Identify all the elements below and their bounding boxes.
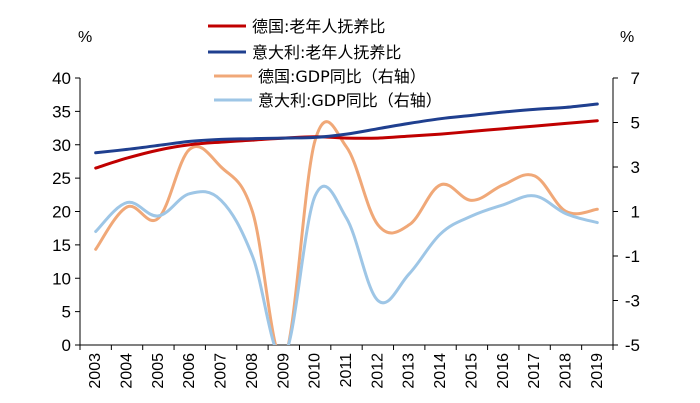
x-axis-ticks: 2003 2004 2005 2006 2007 2008 2009 2010 2011 2012… [79,345,614,389]
right-tick-label: -1 [625,247,640,266]
x-tick-label: 2013 [401,353,418,389]
germany-dependency-ratio-line [94,119,599,170]
x-tick-label: 2007 [213,353,230,389]
left-axis-ticks: 0 5 10 15 20 25 30 35 40 [52,69,80,355]
left-tick-label: 15 [52,236,71,255]
right-tick-label: 5 [631,114,640,133]
x-tick-label: 2014 [432,353,449,389]
x-tick-label: 2003 [87,353,104,389]
legend-germany-dependency-ratio: 德国:老年人抚养比 [208,17,385,36]
left-tick-label: 10 [52,269,71,288]
x-tick-label: 2017 [526,353,543,389]
right-tick-label: 1 [631,203,640,222]
left-axis-unit: % [78,29,92,46]
right-tick-label: 3 [631,158,640,177]
x-tick-label: 2008 [244,353,261,389]
axes [79,78,614,346]
x-tick-label: 2004 [119,353,136,389]
x-tick-label: 2016 [495,353,512,389]
legend-germany-gdp: 德国:GDP同比（右轴） [214,67,426,86]
legend-label: 意大利:GDP同比（右轴） [258,91,442,110]
legend-italy-dependency-ratio: 意大利:老年人抚养比 [208,43,401,62]
right-axis-ticks: -5 -3 -1 1 3 5 7 [613,69,640,355]
left-tick-label: 0 [62,336,71,355]
left-tick-label: 35 [52,102,71,121]
x-tick-label: 2010 [307,353,324,389]
left-tick-label: 30 [52,136,71,155]
legend-label: 德国:GDP同比（右轴） [258,67,426,86]
right-tick-label: 7 [631,69,640,88]
x-tick-label: 2019 [589,353,606,389]
x-tick-label: 2012 [369,353,386,389]
x-tick-label: 2006 [181,353,198,389]
right-tick-label: -3 [625,292,640,311]
germany-gdp-yoy-line [94,120,599,345]
x-tick-label: 2011 [338,353,355,388]
x-tick-label: 2015 [463,353,480,389]
legend-label: 意大利:老年人抚养比 [252,43,401,62]
series-lines [94,102,599,345]
italy-dependency-ratio-line [94,102,599,155]
x-tick-label: 2005 [150,353,167,389]
left-tick-label: 40 [52,69,71,88]
x-tick-label: 2018 [557,353,574,389]
right-axis-unit: % [620,29,634,46]
left-tick-label: 25 [52,169,71,188]
left-tick-label: 20 [52,203,71,222]
right-tick-label: -5 [625,336,640,355]
legend-label: 德国:老年人抚养比 [252,17,385,36]
x-tick-label: 2009 [275,353,292,389]
left-tick-label: 5 [62,303,71,322]
italy-gdp-yoy-line [94,184,599,345]
legend-italy-gdp: 意大利:GDP同比（右轴） [214,91,442,110]
